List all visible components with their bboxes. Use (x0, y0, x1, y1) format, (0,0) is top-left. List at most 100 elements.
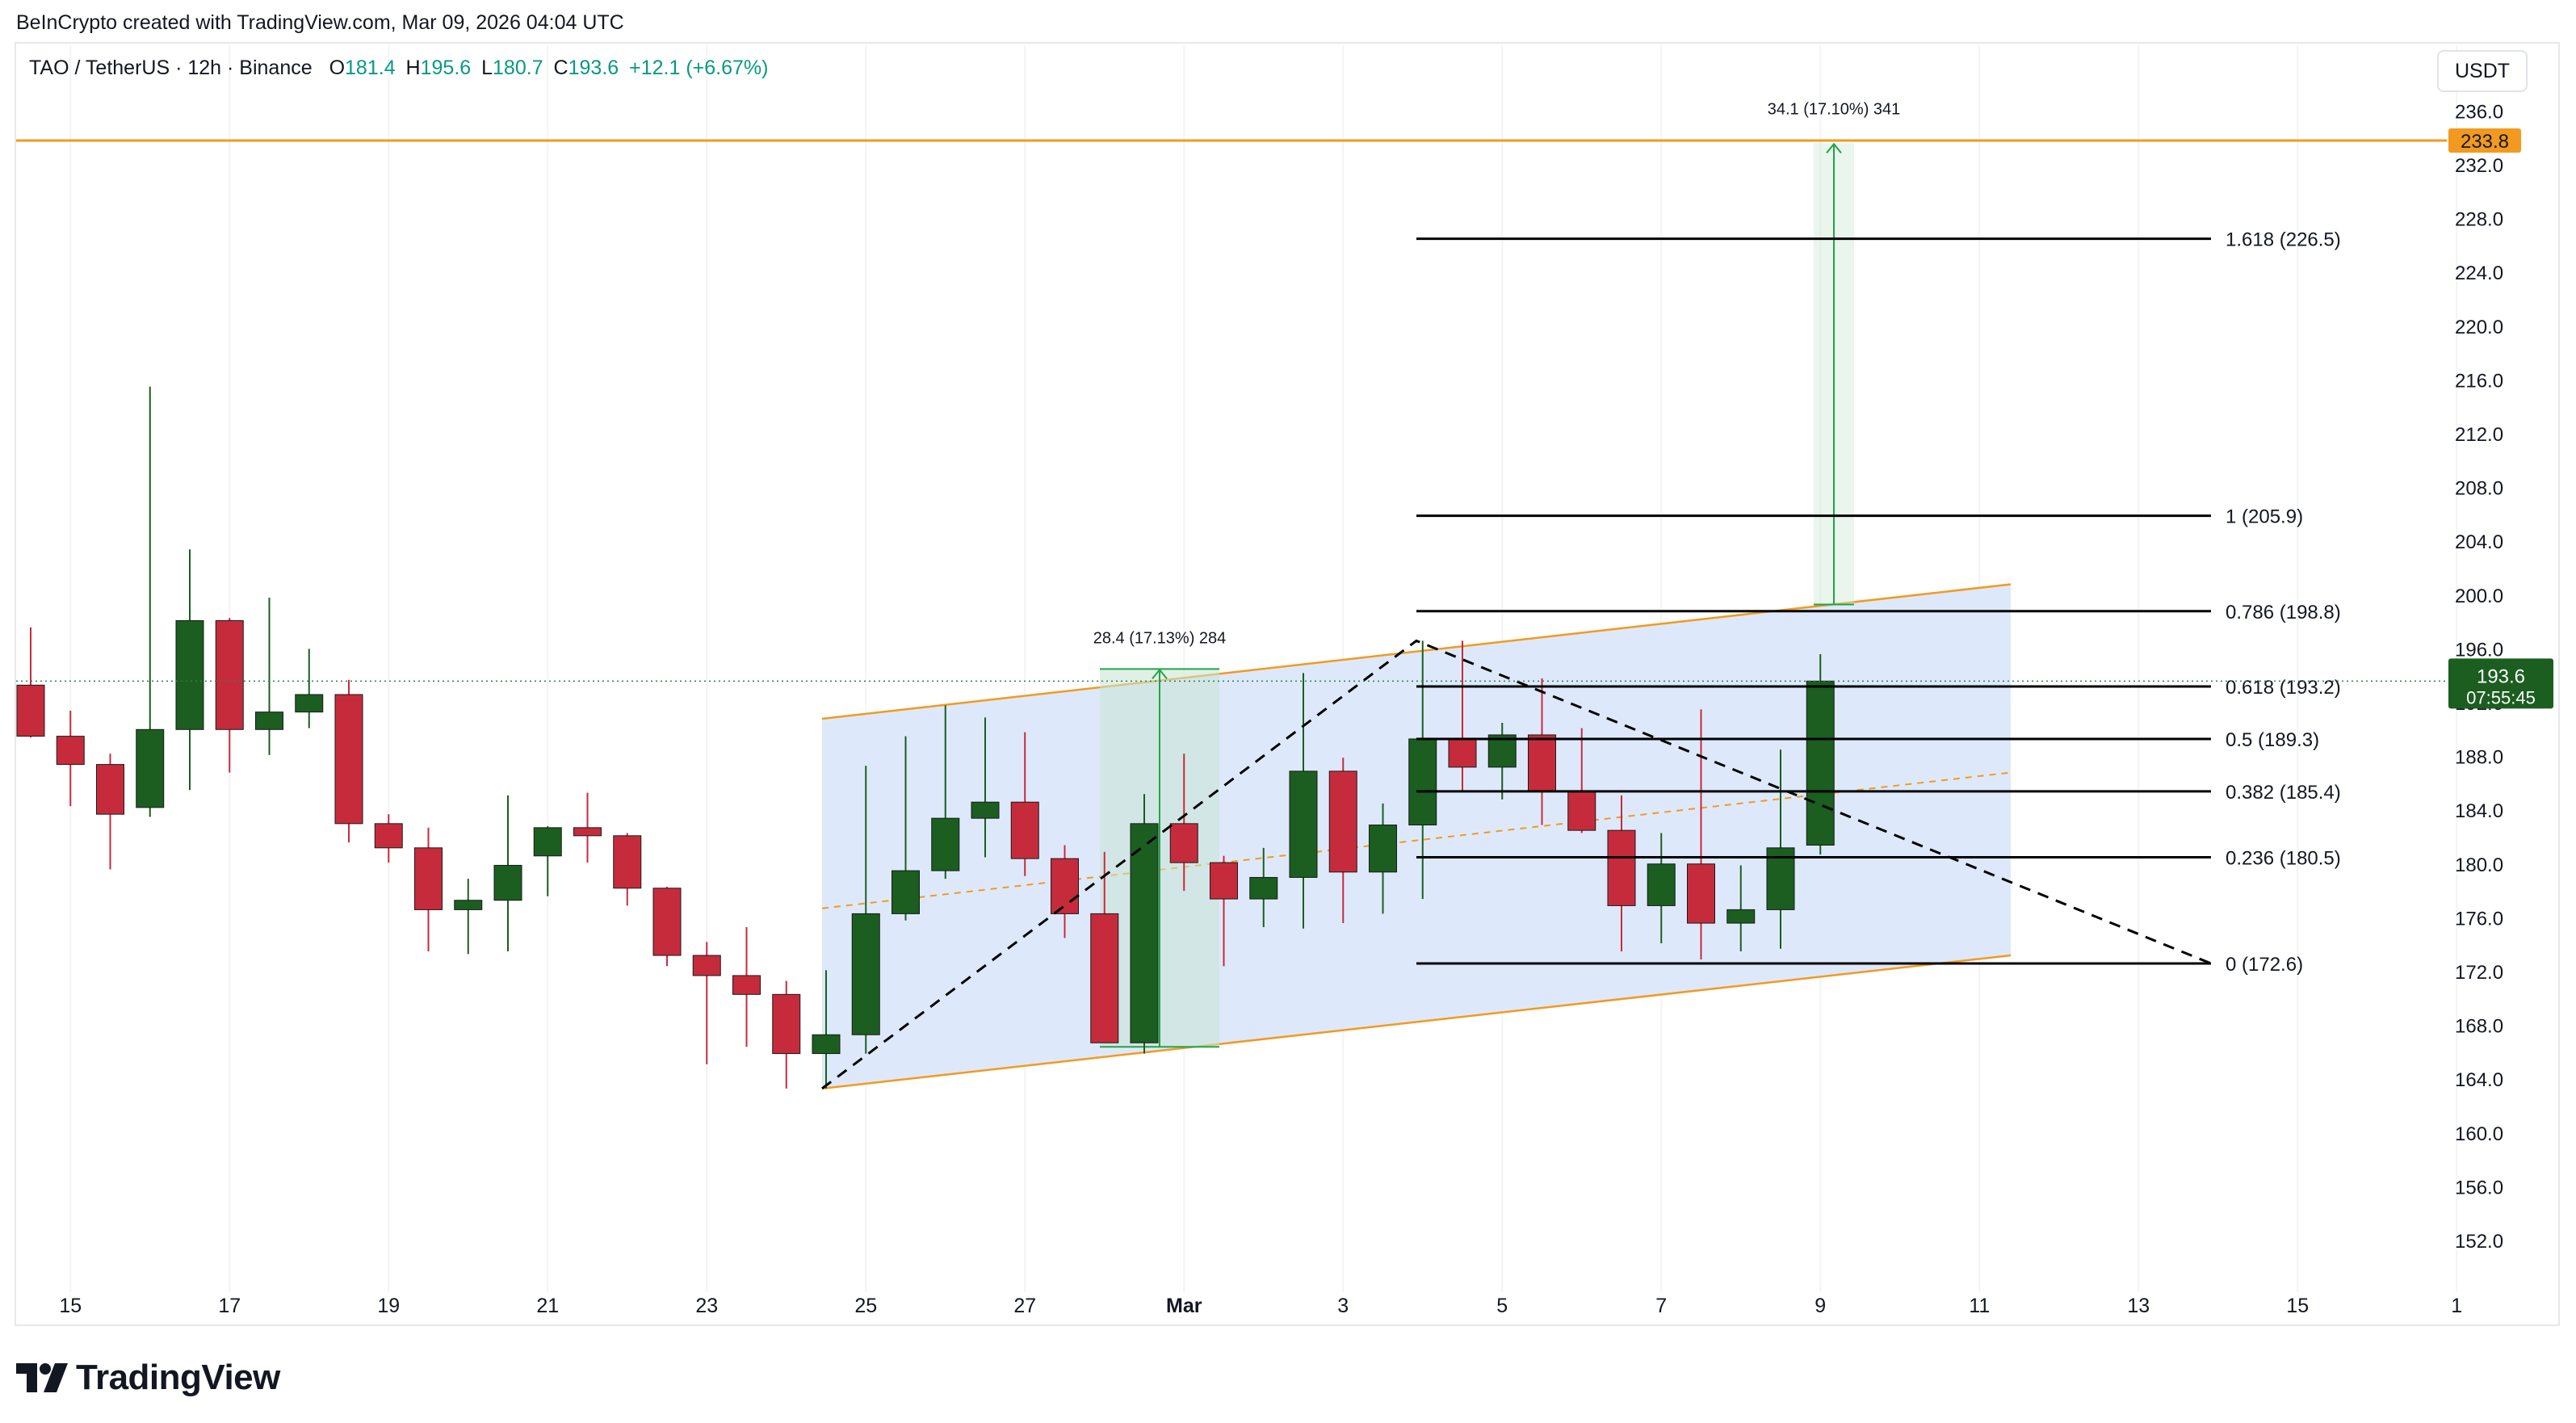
y-tick-label: 224.0 (2455, 262, 2503, 284)
overlay-layer: 0 (172.6) 0.236 (180.5) 0.382 (185.4) 0.5 (… (16, 139, 2447, 1090)
y-tick-label: 164.0 (2455, 1069, 2503, 1091)
candle-body (1369, 825, 1397, 873)
candle (374, 814, 403, 863)
candle-body (255, 712, 283, 730)
candle (56, 710, 85, 807)
candle (136, 386, 165, 817)
candle (1647, 833, 1676, 944)
candle-body (1090, 913, 1119, 1043)
legend-open-label: O (329, 57, 346, 79)
candle-body (1528, 734, 1556, 792)
candle (613, 833, 642, 906)
candle (334, 679, 363, 843)
current-price-label: 193.6 (2477, 665, 2525, 687)
fib-level-label: 1 (205.9) (2226, 506, 2303, 528)
candles-layer (16, 386, 1835, 1089)
y-tick-label: 180.0 (2455, 854, 2503, 876)
candle (892, 736, 920, 921)
x-tick-label: 27 (1013, 1295, 1036, 1317)
candle (1369, 803, 1397, 914)
x-tick-label: 13 (2127, 1295, 2150, 1317)
tradingview-logo[interactable]: TradingView (16, 1354, 280, 1402)
candle (1687, 709, 1715, 960)
candle-body (1408, 738, 1437, 826)
candle-body (1249, 876, 1278, 900)
candle-body (1607, 829, 1636, 906)
candle (931, 705, 960, 879)
zigzag-line (821, 639, 2212, 1090)
candle-body (573, 827, 602, 837)
candle-body (175, 619, 204, 730)
candle (1408, 640, 1437, 900)
candle (971, 717, 1000, 858)
legend-close-label: C (553, 57, 568, 79)
candle (652, 887, 682, 967)
candle-body (1289, 770, 1318, 878)
y-tick-label: 220.0 (2455, 317, 2503, 338)
candle (96, 753, 124, 870)
candle-body (374, 823, 403, 849)
candle (16, 627, 45, 738)
x-tick-label: 19 (377, 1295, 400, 1317)
candle-body (56, 736, 85, 766)
candle (1289, 673, 1318, 929)
legend-close: 193.6 (568, 57, 619, 79)
candle (454, 879, 483, 955)
y-tick-label: 204.0 (2455, 531, 2503, 553)
candle-body (493, 864, 522, 901)
symbol-legend: TAO / TetherUS · 12h · Binance O181.4 H1… (29, 57, 768, 80)
y-tick-label: 188.0 (2455, 747, 2503, 769)
candle-body (1687, 863, 1715, 924)
chart-frame (15, 42, 2560, 1326)
y-tick-label: 196.0 (2455, 639, 2503, 661)
y-tick-label: 200.0 (2455, 586, 2503, 607)
candle (812, 970, 841, 1089)
candle-body (533, 827, 562, 857)
legend-symbol: TAO / TetherUS · 12h · Binance (29, 57, 313, 79)
channel-lower-line (821, 954, 2012, 1090)
candle (493, 795, 522, 952)
candle (1249, 847, 1278, 928)
candle-body (1130, 823, 1159, 1043)
candle (732, 927, 761, 1047)
candle-body (892, 870, 920, 914)
legend-open: 181.4 (345, 57, 396, 79)
x-tick-label: 5 (1496, 1295, 1508, 1317)
x-tick-label: 17 (218, 1295, 241, 1317)
y-tick-label: 236.0 (2455, 101, 2503, 123)
legend-high: 195.6 (420, 57, 472, 79)
candle (175, 549, 204, 791)
currency-button[interactable]: USDT (2437, 50, 2528, 92)
fib-level-label: 0 (172.6) (2226, 954, 2303, 976)
candle (851, 766, 880, 1054)
y-tick-label: 168.0 (2455, 1016, 2503, 1038)
x-tick-label: Mar (1166, 1295, 1202, 1317)
candle-body (613, 835, 642, 889)
x-tick-label: 11 (1969, 1295, 1990, 1317)
candle-body (931, 817, 960, 871)
candle (1448, 640, 1477, 791)
channel-upper-line (821, 583, 2012, 720)
candle-body (1169, 823, 1198, 863)
candle-body (971, 801, 1000, 819)
y-tick-label: 184.0 (2455, 800, 2503, 822)
candle (295, 649, 324, 728)
candle (1528, 678, 1556, 825)
candle (1169, 753, 1198, 892)
candle (1607, 795, 1636, 952)
fib-level-label: 1.618 (226.5) (2226, 229, 2341, 251)
candle (1051, 845, 1079, 938)
measure-1-arrowhead (1152, 668, 1168, 680)
fib-level-label: 0.786 (198.8) (2226, 602, 2341, 623)
fib-level-label: 0.618 (193.2) (2226, 677, 2341, 699)
candle (1328, 758, 1357, 924)
y-tick-label: 232.0 (2455, 155, 2503, 177)
x-tick-label: 23 (695, 1295, 718, 1317)
y-tick-label: 156.0 (2455, 1177, 2503, 1198)
candle-body (772, 993, 801, 1055)
y-tick-label: 212.0 (2455, 424, 2503, 446)
candle-body (1448, 738, 1477, 768)
candle-body (1647, 863, 1676, 906)
x-tick-label: 3 (1337, 1295, 1349, 1317)
